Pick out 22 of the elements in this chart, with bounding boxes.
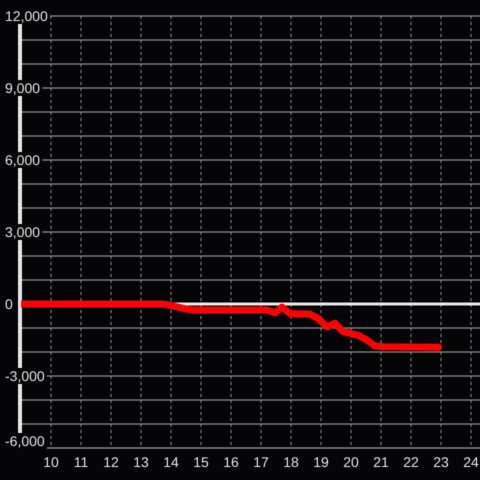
x-tick-label: 11 xyxy=(74,454,88,470)
x-tick-label: 21 xyxy=(373,454,389,470)
x-tick-label: 18 xyxy=(283,454,299,470)
x-tick-label: 23 xyxy=(433,454,449,470)
x-tick-label: 17 xyxy=(253,454,269,470)
y-tick-label: 3,000 xyxy=(5,224,40,240)
x-tick-label: 13 xyxy=(133,454,149,470)
y-tick-label: 0 xyxy=(5,296,13,312)
y-tick-label: 12,000 xyxy=(5,8,48,24)
y-tick-label: 9,000 xyxy=(5,80,40,96)
x-tick-label: 12 xyxy=(103,454,119,470)
x-tick-label: 15 xyxy=(193,454,209,470)
y-tick-label: -6,000 xyxy=(5,433,45,449)
x-tick-label: 22 xyxy=(403,454,419,470)
x-tick-label: 10 xyxy=(43,454,59,470)
x-tick-label: 14 xyxy=(163,454,179,470)
x-tick-label: 16 xyxy=(223,454,239,470)
x-tick-label: 19 xyxy=(313,454,329,470)
y-tick-label: 6,000 xyxy=(5,152,40,168)
x-tick-label: 20 xyxy=(343,454,359,470)
x-tick-label: 24 xyxy=(463,454,479,470)
y-tick-label: -3,000 xyxy=(5,368,45,384)
